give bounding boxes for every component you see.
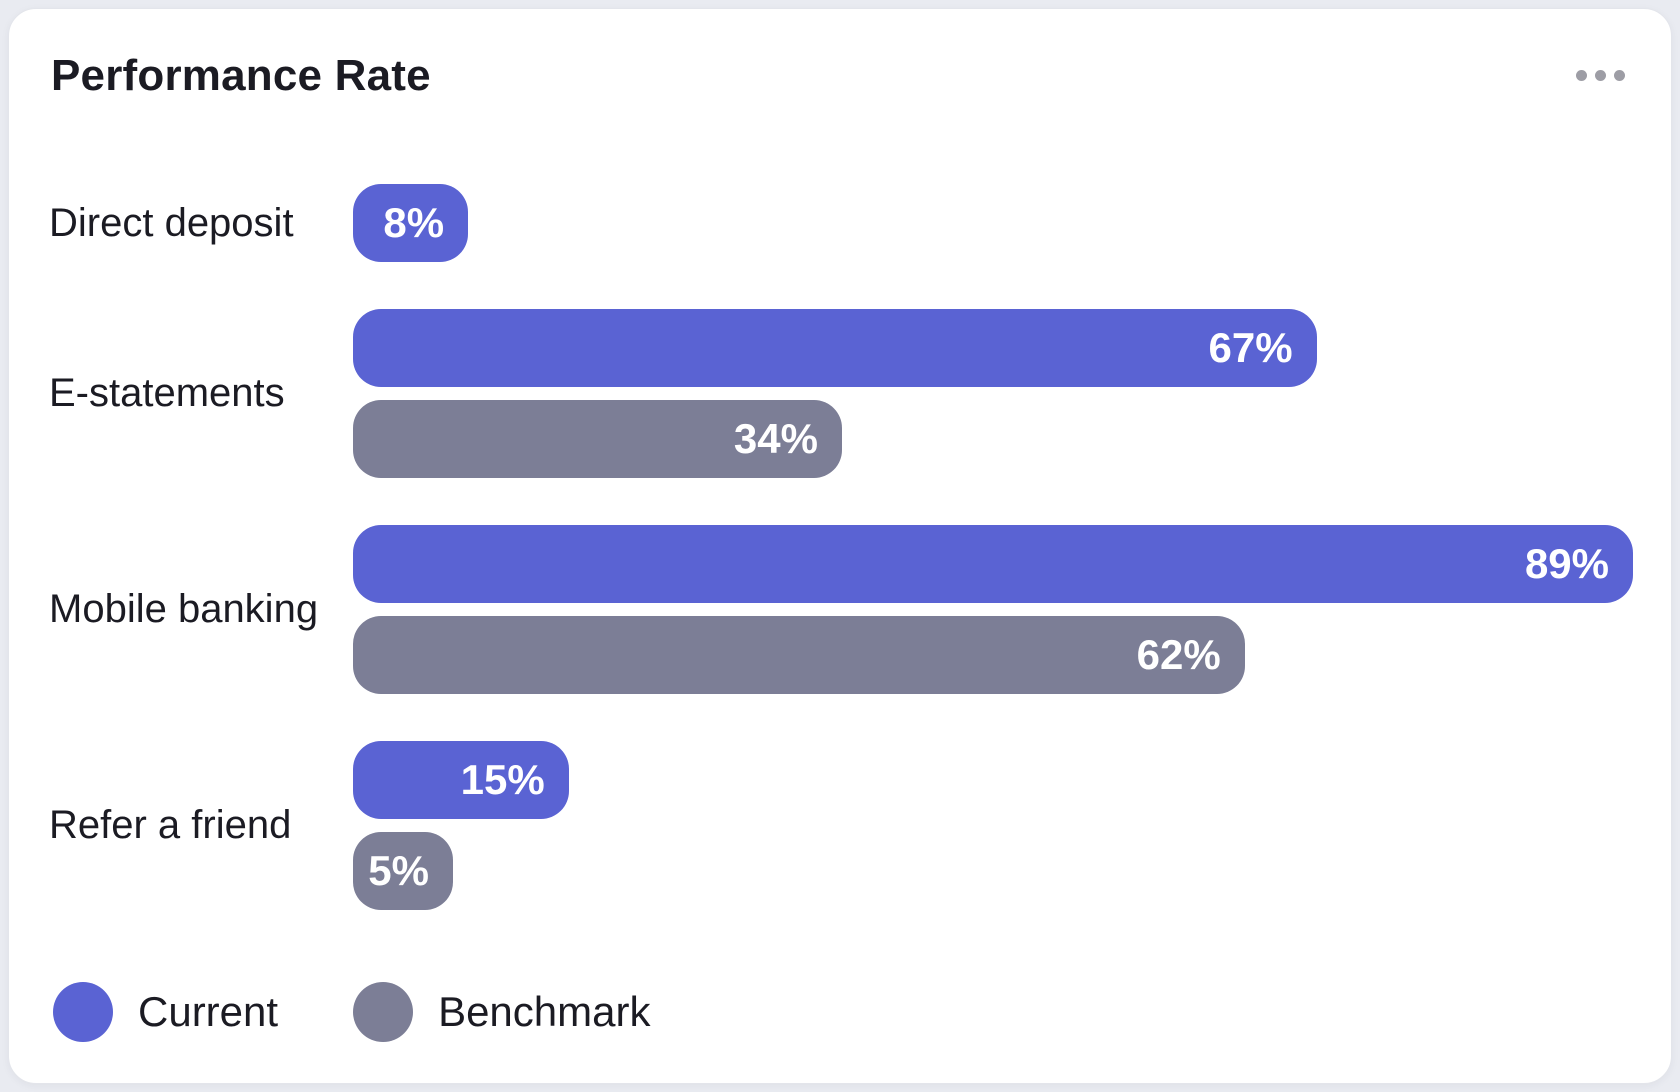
bar-value-label: 89% (1525, 540, 1609, 588)
category-label: E-statements (49, 309, 285, 478)
legend-item-current[interactable]: Current (53, 982, 278, 1042)
category-label: Mobile banking (49, 525, 318, 694)
bar-benchmark[interactable]: 34% (353, 400, 842, 478)
bar-value-label: 67% (1209, 324, 1293, 372)
bar-value-label: 62% (1137, 631, 1221, 679)
benchmark-series-marker (353, 982, 413, 1042)
bar-benchmark[interactable]: 62% (353, 616, 1245, 694)
legend-item-benchmark[interactable]: Benchmark (353, 982, 650, 1042)
bar-value-label: 15% (461, 756, 545, 804)
bar-current[interactable]: 89% (353, 525, 1633, 603)
bar-current[interactable]: 15% (353, 741, 569, 819)
performance-rate-card: Performance Rate Direct deposit8%E-state… (8, 8, 1672, 1084)
bar-chart: Direct deposit 8% E-statements 67% 34% Mobile… (9, 9, 1671, 1083)
chart-legend: Current Benchmark (53, 982, 650, 1042)
bar-value-label: 34% (734, 415, 818, 463)
category-label: Refer a friend (49, 741, 291, 910)
bar-benchmark[interactable]: 5% (353, 832, 453, 910)
bar-value-label: 8% (383, 199, 444, 247)
legend-label: Benchmark (438, 988, 650, 1036)
bar-value-label: 5% (368, 847, 429, 895)
bar-current[interactable]: 67% (353, 309, 1317, 387)
legend-label: Current (138, 988, 278, 1036)
current-series-marker (53, 982, 113, 1042)
category-label: Direct deposit (49, 184, 294, 262)
bar-current[interactable]: 8% (353, 184, 468, 262)
